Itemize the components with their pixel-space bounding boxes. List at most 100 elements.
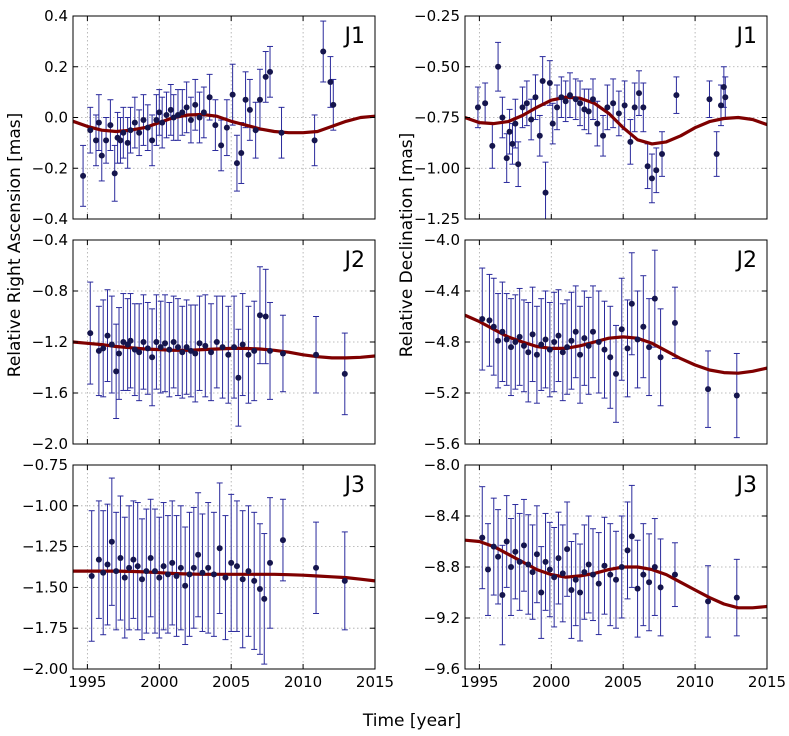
data-point	[311, 137, 318, 144]
data-point	[104, 332, 111, 339]
data-point	[210, 571, 217, 578]
data-point	[648, 175, 655, 182]
data-layer	[73, 266, 375, 427]
data-point	[640, 571, 647, 578]
data-point	[636, 90, 643, 97]
data-point	[320, 48, 327, 55]
data-point	[482, 100, 489, 107]
data-point	[149, 137, 156, 144]
data-point	[251, 347, 258, 354]
data-point	[549, 120, 556, 127]
data-point	[520, 542, 527, 549]
data-point	[278, 129, 285, 136]
data-point	[600, 132, 607, 139]
data-point	[551, 339, 558, 345]
data-point	[607, 354, 614, 361]
data-layer	[465, 484, 767, 646]
data-point	[212, 122, 219, 129]
x-tick-label: 2010	[284, 673, 322, 691]
panel-j1-dec: −1.25 −1.00 −0.75 −0.50 −0.25 J1	[414, 7, 768, 228]
panel-label: J1	[343, 24, 366, 49]
x-tick-label: 2010	[676, 673, 714, 691]
y-tick-label: −1.00	[414, 159, 460, 177]
data-point	[140, 117, 147, 124]
data-point	[126, 564, 133, 571]
data-point	[130, 556, 137, 563]
data-point	[577, 100, 584, 107]
data-point	[239, 341, 246, 348]
y-tick-label: −0.4	[32, 210, 68, 228]
y-tick-label: −0.4	[32, 231, 68, 249]
data-point	[222, 574, 229, 581]
x-tick-label: 2015	[748, 673, 786, 691]
y-tick-label: −1.00	[22, 497, 68, 515]
panel-j2-ra: −2.0 −1.6 −1.2 −0.8 −0.4 J2	[32, 231, 376, 453]
data-point	[206, 94, 213, 101]
data-point	[722, 94, 729, 101]
data-point	[634, 585, 641, 592]
data-point	[546, 566, 553, 573]
data-point	[131, 119, 138, 126]
data-point	[651, 295, 658, 302]
data-point	[713, 151, 720, 158]
data-point	[117, 137, 124, 144]
data-point	[659, 151, 666, 158]
data-point	[720, 84, 727, 91]
data-point	[159, 119, 166, 126]
data-point	[705, 598, 712, 605]
data-point	[256, 96, 263, 103]
data-point	[508, 344, 515, 351]
data-point	[313, 351, 320, 358]
data-point	[164, 571, 171, 578]
data-point	[267, 559, 274, 566]
data-point	[646, 579, 653, 586]
data-layer	[73, 477, 375, 665]
data-point	[657, 584, 664, 591]
data-point	[490, 323, 497, 330]
data-point	[111, 170, 118, 177]
data-point	[503, 538, 510, 545]
x-tick-label: 2005	[604, 673, 642, 691]
data-point	[144, 124, 151, 131]
data-point	[279, 350, 286, 357]
data-point	[525, 561, 532, 568]
data-point	[640, 104, 647, 111]
data-point	[577, 351, 584, 358]
data-point	[192, 101, 199, 108]
data-point	[267, 347, 274, 354]
data-point	[225, 351, 232, 358]
data-point	[196, 340, 203, 347]
data-point	[120, 339, 127, 345]
data-point	[515, 161, 522, 168]
y-tick-label: −1.50	[22, 578, 68, 596]
y-tick-label: −8.0	[424, 456, 460, 474]
data-point	[555, 555, 562, 562]
data-point	[163, 111, 170, 118]
data-point	[566, 92, 573, 99]
panel-j3-ra: −2.00 −1.75 −1.50 −1.25 −1.00 −0.75 1995 2000 20…	[22, 456, 394, 691]
data-point	[186, 571, 193, 578]
data-point	[88, 572, 95, 579]
data-point	[127, 127, 134, 134]
data-point	[228, 559, 235, 566]
data-point	[246, 106, 253, 113]
data-point	[124, 139, 131, 146]
data-point	[610, 100, 617, 107]
data-point	[536, 132, 543, 139]
data-point	[495, 337, 502, 344]
data-point	[644, 163, 651, 170]
data-point	[542, 558, 549, 565]
data-point	[190, 564, 197, 571]
data-point	[613, 576, 619, 583]
data-point	[162, 340, 169, 347]
data-point	[528, 116, 535, 123]
data-point	[585, 108, 592, 115]
data-point	[558, 94, 565, 101]
y-tick-label: −0.8	[32, 282, 68, 300]
data-point	[242, 96, 249, 103]
data-point	[169, 559, 176, 566]
data-point	[98, 152, 105, 159]
data-point	[279, 537, 286, 544]
y-tick-label: −2.0	[32, 435, 68, 453]
data-point	[167, 106, 174, 113]
